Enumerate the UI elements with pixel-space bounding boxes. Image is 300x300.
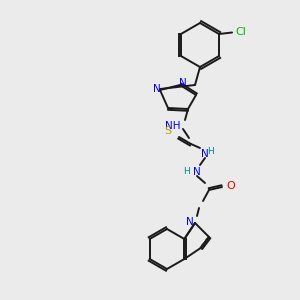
- Text: N: N: [201, 149, 209, 159]
- Text: N: N: [179, 78, 187, 88]
- Text: Cl: Cl: [236, 27, 247, 37]
- Text: NH: NH: [164, 121, 180, 131]
- Text: N: N: [186, 217, 194, 227]
- Text: N: N: [153, 84, 161, 94]
- Text: S: S: [164, 126, 172, 136]
- Text: O: O: [226, 181, 236, 191]
- Text: H: H: [184, 167, 190, 176]
- Text: N: N: [193, 167, 201, 177]
- Text: H: H: [207, 146, 213, 155]
